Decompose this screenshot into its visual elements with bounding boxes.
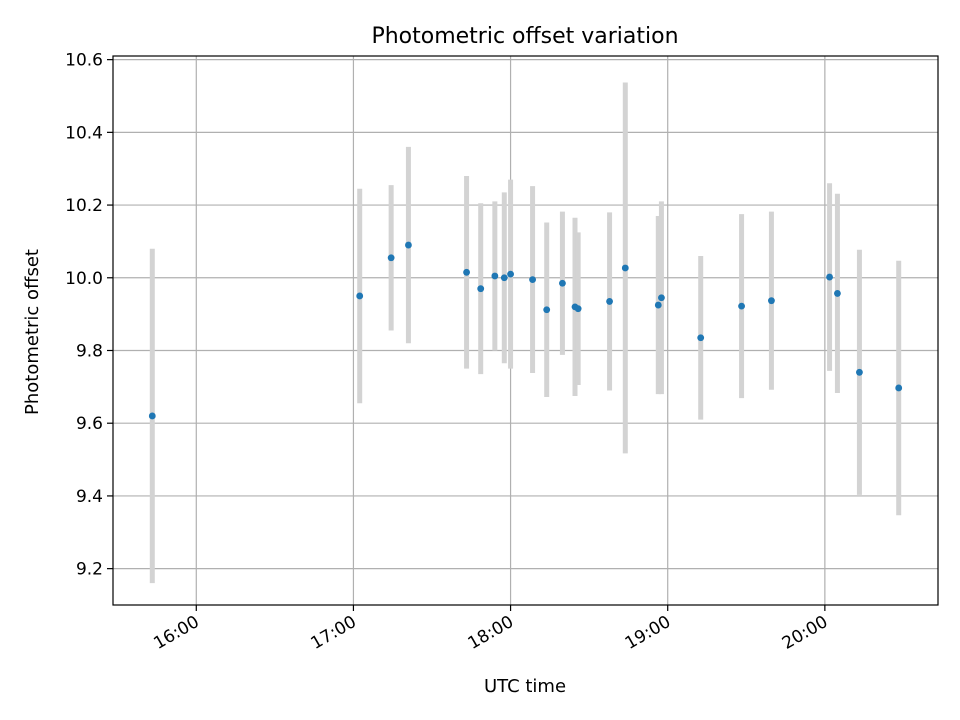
x-axis-ticks: 16:00 17:00 18:00 19:00 20:00 [150,605,831,654]
data-point [826,273,833,281]
data-points [148,241,903,420]
data-point [606,298,613,305]
data-point [529,276,536,283]
data-point [148,412,156,420]
y-tick-label: 10.6 [65,51,103,71]
data-point [477,285,485,293]
y-tick-label: 9.8 [76,341,103,361]
y-tick-label: 9.6 [76,414,103,434]
x-tick-label: 17:00 [307,612,359,654]
data-point [658,294,665,302]
y-tick-label: 10.0 [65,269,103,289]
data-point [697,334,705,342]
x-tick-label: 19:00 [622,612,674,654]
data-point [574,305,582,313]
x-axis-label: UTC time [484,676,566,697]
y-axis-label: Photometric offset [22,249,43,415]
data-point [768,297,775,305]
plot-frame [112,55,939,606]
x-tick-label: 18:00 [465,612,517,654]
error-bars [149,82,902,584]
y-tick-label: 9.4 [76,487,103,507]
data-point [834,290,841,297]
data-point [543,306,551,314]
data-point [654,301,662,309]
x-tick-label: 16:00 [150,612,202,654]
data-point [507,270,514,278]
data-point [559,279,566,287]
data-point [500,274,508,282]
x-tick-label: 20:00 [779,612,831,654]
y-tick-label: 10.4 [65,123,103,143]
chart-title: Photometric offset variation [371,24,678,49]
data-point [405,241,412,249]
grid-lines [113,56,938,605]
y-tick-label: 10.2 [65,196,103,216]
data-point [463,268,470,276]
data-point [895,384,903,392]
data-point [856,368,863,376]
y-axis-ticks: 9.2 9.4 9.6 9.8 10.0 10.2 10.4 10.6 [65,51,113,580]
y-tick-label: 9.2 [76,560,103,580]
data-point [356,292,364,300]
data-point [491,272,499,280]
data-point [621,264,629,272]
data-point [387,254,395,262]
data-point [738,302,745,310]
